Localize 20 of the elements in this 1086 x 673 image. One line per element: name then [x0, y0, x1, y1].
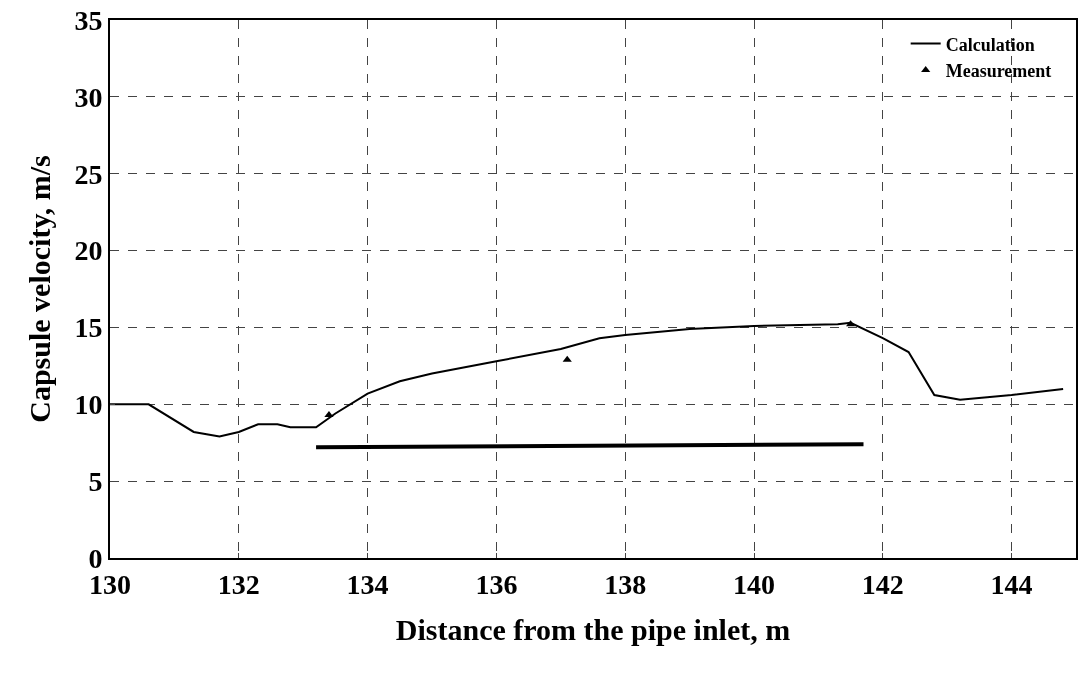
x-tick-label: 140	[733, 568, 775, 600]
y-tick-label: 35	[74, 4, 103, 36]
y-tick-label: 25	[74, 158, 103, 190]
point	[324, 411, 334, 418]
y-tick-label: 30	[74, 81, 103, 113]
x-tick-label: 138	[604, 568, 647, 600]
x-tick-label: 142	[861, 568, 904, 600]
y-tick-label: 5	[88, 465, 103, 497]
point	[562, 355, 572, 362]
legend-label: Calculation	[945, 34, 1035, 55]
legend-label: Measurement	[945, 61, 1052, 81]
x-tick-label: 136	[475, 568, 518, 600]
y-tick-label: 20	[74, 235, 103, 267]
y-axis-title: Capsule velocity, m/s	[22, 155, 56, 423]
x-tick-label: 134	[346, 568, 389, 600]
x-axis-title: Distance from the pipe inlet, m	[395, 612, 791, 646]
x-tick-label: 144	[990, 568, 1033, 600]
y-tick-label: 15	[74, 312, 103, 344]
x-tick-label: 132	[217, 568, 260, 600]
y-tick-label: 10	[74, 389, 103, 421]
